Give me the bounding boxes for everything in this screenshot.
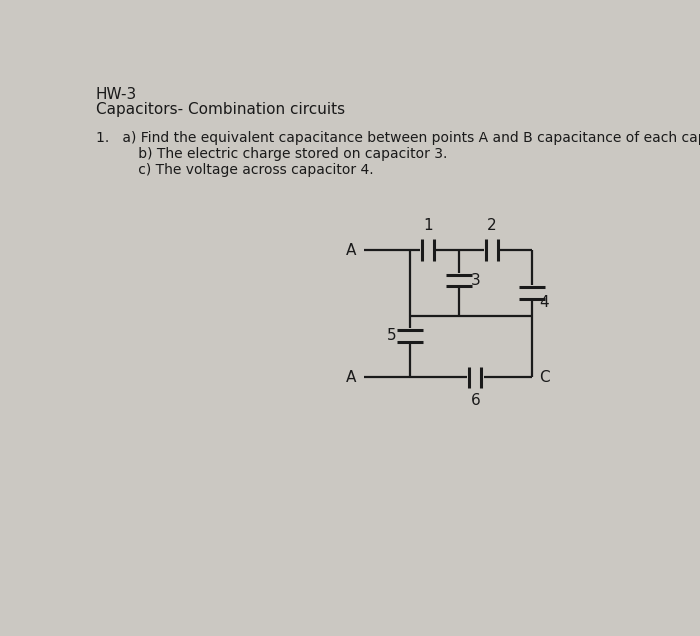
Text: HW-3: HW-3 <box>96 87 137 102</box>
Text: C: C <box>540 370 550 385</box>
Text: 6: 6 <box>470 393 480 408</box>
Text: 2: 2 <box>487 218 496 233</box>
Text: A: A <box>346 243 356 258</box>
Text: c) The voltage across capacitor 4.: c) The voltage across capacitor 4. <box>112 163 374 177</box>
Text: 3: 3 <box>471 273 481 288</box>
Text: Capacitors- Combination circuits: Capacitors- Combination circuits <box>96 102 345 117</box>
Text: 4: 4 <box>540 295 549 310</box>
Text: 1.   a) Find the equivalent capacitance between points A and B capacitance of ea: 1. a) Find the equivalent capacitance be… <box>96 131 700 145</box>
Text: b) The electric charge stored on capacitor 3.: b) The electric charge stored on capacit… <box>112 148 447 162</box>
Text: 5: 5 <box>387 328 397 343</box>
Text: 1: 1 <box>424 218 433 233</box>
Text: A: A <box>346 370 356 385</box>
